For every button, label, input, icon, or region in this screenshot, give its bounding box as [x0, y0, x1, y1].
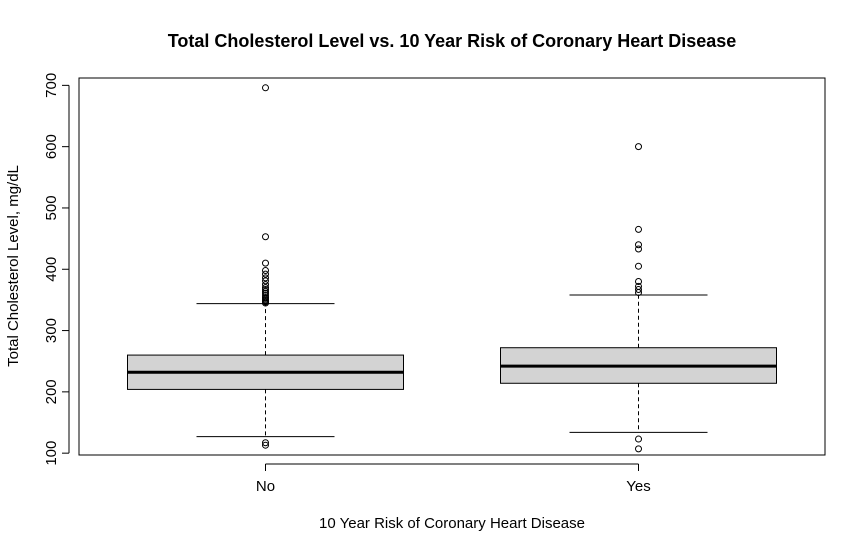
outlier-point-yes-4	[635, 282, 642, 290]
box-group-yes	[500, 143, 777, 453]
y-tick-label-500: 500	[43, 195, 60, 220]
outlier-point-yes-3	[635, 285, 642, 293]
x-tick-label-yes: Yes	[626, 478, 650, 495]
y-axis-label: Total Cholesterol Level, mg/dL	[5, 165, 22, 367]
outlier-point-no-15	[262, 274, 269, 282]
outlier-point-yes-5	[635, 278, 642, 286]
y-tick-label-200: 200	[43, 379, 60, 404]
outlier-point-no-19	[262, 233, 269, 241]
outlier-point-yes-9	[635, 225, 642, 233]
y-tick-label-100: 100	[43, 441, 60, 466]
y-tick-label-300: 300	[43, 318, 60, 343]
outlier-point-no-20	[262, 84, 269, 92]
outlier-point-no-14	[262, 277, 269, 285]
x-tick-label-no: No	[256, 478, 275, 495]
y-axis: 100 200 300 400 500 600 700	[43, 73, 70, 466]
box-group-no	[127, 84, 404, 449]
outlier-point-no-13	[262, 281, 269, 289]
chart-title: Total Cholesterol Level vs. 10 Year Risk…	[168, 31, 737, 51]
outlier-point-no-11	[262, 285, 269, 293]
x-axis-label: 10 Year Risk of Coronary Heart Disease	[319, 515, 585, 532]
outlier-point-yes-7	[635, 245, 642, 253]
outlier-point-yes-8	[635, 241, 642, 249]
outlier-point-yes-0	[635, 445, 642, 453]
y-tick-label-400: 400	[43, 257, 60, 282]
plot-area	[127, 84, 777, 453]
outlier-point-no-1	[262, 439, 269, 447]
y-tick-label-600: 600	[43, 134, 60, 159]
outlier-point-yes-1	[635, 435, 642, 443]
outlier-point-no-18	[262, 259, 269, 267]
outlier-point-yes-6	[635, 262, 642, 270]
outlier-point-no-0	[262, 441, 269, 449]
outlier-point-no-10	[262, 287, 269, 295]
y-tick-label-700: 700	[43, 73, 60, 98]
outlier-point-no-12	[262, 284, 269, 292]
plot-frame	[78, 77, 826, 456]
x-axis: No Yes	[256, 463, 651, 495]
outlier-point-yes-10	[635, 143, 642, 151]
outlier-point-no-16	[262, 270, 269, 278]
outlier-point-no-17	[262, 266, 269, 274]
